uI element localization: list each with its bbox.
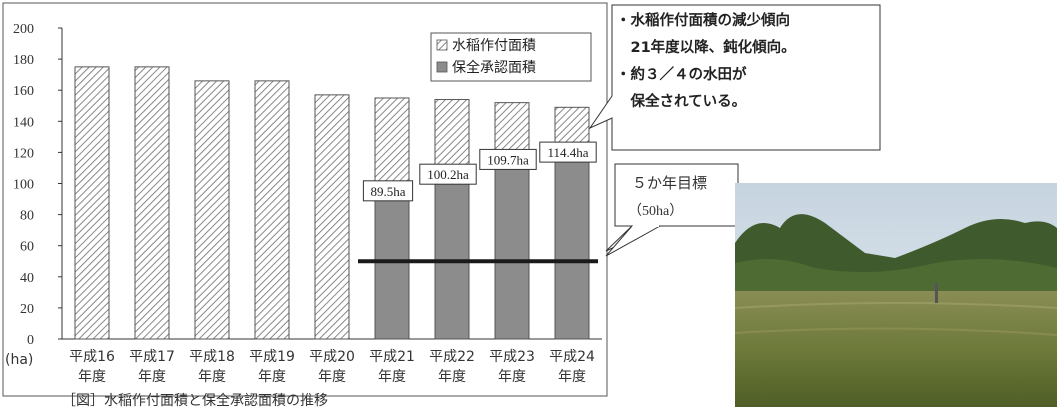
legend: 水稲作付面積 保全承認面積 [430,32,592,82]
y-tick-label: 60 [20,240,34,255]
y-tick-label: 100 [13,178,34,193]
x-tick-label-year: 平成18 [189,349,235,365]
x-tick-label-year: 平成21 [369,349,415,365]
x-tick-label-year: 平成23 [489,349,535,365]
rice-field-photo [735,183,1057,407]
x-tick-label-suffix: 年度 [258,369,286,385]
bar-approved-area [494,167,530,340]
data-label: 114.4ha [547,145,588,160]
y-tick-label: 40 [20,271,34,286]
x-tick-label-suffix: 年度 [378,369,406,385]
x-tick-label-suffix: 年度 [558,369,586,385]
data-label: 109.7ha [487,152,529,167]
y-tick-label: 160 [13,84,34,99]
data-label-box [419,163,477,185]
bar-rice-area [134,66,170,340]
x-tick-label-suffix: 年度 [318,369,346,385]
bar-approved-area [554,160,590,340]
x-tick-label-year: 平成24 [549,349,595,365]
bar-rice-area [194,80,230,340]
bar-approved-area [374,199,410,340]
summary-callout: ・水稲作付面積の減少傾向 21年度以降、鈍化傾向。 ・約３／４の水田が 保全され… [588,4,881,151]
data-label-box [362,180,414,202]
x-tick-label-year: 平成22 [429,349,475,365]
summary-line-3: ・約３／４の水田が [616,65,747,83]
y-tick-label: 80 [20,209,34,224]
legend-label-approved-area: 保全承認面積 [452,59,536,76]
bar-rice-area [74,66,110,340]
x-tick-label-suffix: 年度 [198,369,226,385]
y-tick-label: 140 [13,115,34,130]
x-tick-label-suffix: 年度 [138,369,166,385]
x-tick-label-suffix: 年度 [498,369,526,385]
data-label-box [479,148,537,170]
x-tick-label-year: 平成19 [249,349,295,365]
y-tick-label: 120 [13,146,34,161]
legend-swatch-hatched [436,39,448,51]
legend-swatch-solid [436,61,448,73]
y-axis-unit: (ha) [5,352,33,368]
y-tick-label: 0 [27,333,34,348]
x-tick-label-year: 平成17 [129,349,175,365]
bar-rice-area [314,94,350,340]
legend-box [430,32,592,82]
x-tick-label-suffix: 年度 [438,369,466,385]
summary-line-2: 21年度以降、鈍化傾向。 [616,38,796,56]
summary-line-1: ・水稲作付面積の減少傾向 [616,11,790,29]
target-label-line1: ５か年目標 [632,174,707,192]
legend-label-rice-area: 水稲作付面積 [452,38,536,54]
summary-line-4: 保全されている。 [616,92,746,110]
summary-callout-box [588,4,881,151]
figure-caption: ［図］水稲作付面積と保全承認面積の推移 [62,393,328,409]
data-label-box [539,141,597,163]
y-tick-label: 200 [13,22,34,37]
y-tick-label: 20 [20,302,34,317]
x-tick-label-year: 平成16 [69,349,115,365]
bar-rice-area [254,80,290,340]
target-label-line2: （50ha） [628,203,683,219]
x-tick-label-year: 平成20 [309,349,355,365]
data-label: 89.5ha [370,184,405,199]
x-tick-label-suffix: 年度 [78,369,106,385]
data-label: 100.2ha [427,167,469,182]
y-tick-label: 180 [13,53,34,68]
target-callout: ５か年目標 （50ha） [605,163,739,257]
